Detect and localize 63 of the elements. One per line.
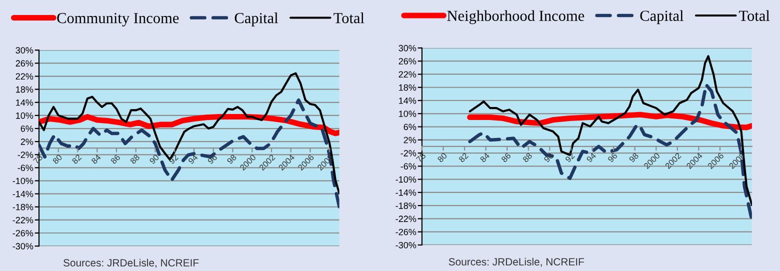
- x-tick-label: 94: [188, 154, 198, 164]
- y-tick-label: -2%: [400, 150, 416, 156]
- y-tick-label: -14%: [396, 189, 416, 196]
- y-tick-label: 10%: [16, 112, 34, 119]
- x-tick-label: 90: [544, 152, 554, 163]
- y-tick-label: 6%: [404, 124, 416, 130]
- y-tick-label: 26%: [398, 58, 416, 64]
- x-tick-label: 92: [168, 154, 179, 164]
- legend-label: Capital: [640, 10, 684, 24]
- x-tick-label: 88: [522, 152, 532, 163]
- y-tick-label: 2%: [20, 138, 34, 145]
- y-tick-label: 22%: [16, 73, 34, 80]
- x-tick-label: 84: [480, 152, 490, 163]
- x-tick-label: 78: [416, 152, 426, 163]
- y-tick-label: -14%: [12, 190, 34, 198]
- x-tick-label: 82: [72, 154, 82, 164]
- legend-label: Total: [739, 10, 770, 21]
- legend-label: Community Income: [57, 12, 179, 26]
- x-tick-label: 86: [500, 152, 512, 163]
- x-tick-label: 84: [90, 154, 102, 164]
- y-tick-label: -26%: [12, 230, 34, 236]
- x-tick-label: 98: [628, 152, 639, 163]
- legend-label: Capital: [234, 12, 278, 26]
- x-tick-label: 94: [586, 152, 596, 163]
- y-tick-label: -6%: [400, 163, 416, 170]
- y-tick-label: 14%: [399, 98, 416, 104]
- y-tick-label: -26%: [396, 228, 416, 236]
- source-note: Sources: JRDeLisle, NCREIF: [64, 258, 199, 268]
- legend-label: Total: [334, 12, 364, 24]
- y-tick-label: -18%: [12, 204, 34, 210]
- y-tick-label: 22%: [398, 71, 416, 78]
- x-tick-label: 88: [130, 154, 140, 164]
- x-tick-label: 90: [149, 154, 160, 164]
- y-tick-label: -22%: [396, 216, 416, 222]
- y-tick-label: -30%: [12, 243, 34, 250]
- source-note: Sources: JRDeLisle, NCREIF: [448, 258, 584, 267]
- y-tick-label: -22%: [12, 216, 34, 224]
- y-tick-label: -6%: [18, 164, 34, 172]
- y-tick-label: 2%: [404, 136, 416, 144]
- y-tick-label: 14%: [16, 99, 34, 106]
- x-tick-label: 92: [564, 152, 576, 163]
- x-tick-label: 96: [607, 152, 618, 163]
- y-tick-label: 26%: [16, 60, 34, 67]
- x-tick-label: 80: [52, 154, 62, 164]
- y-tick-label: 30%: [398, 44, 416, 52]
- x-tick-label: 78: [32, 154, 44, 164]
- y-tick-label: 30%: [16, 47, 34, 54]
- y-tick-label: 18%: [399, 84, 416, 91]
- x-tick-label: 86: [110, 154, 121, 164]
- x-tick-label: 82: [458, 152, 469, 163]
- y-tick-label: -10%: [12, 178, 34, 184]
- y-tick-label: 10%: [399, 110, 416, 117]
- x-tick-label: 80: [437, 152, 448, 163]
- y-tick-label: -2%: [18, 152, 34, 158]
- x-tick-label: 98: [226, 154, 237, 164]
- y-tick-label: 6%: [20, 125, 34, 132]
- x-tick-label: 96: [207, 154, 218, 164]
- legend-label: Neighborhood Income: [447, 10, 584, 24]
- y-tick-label: 18%: [16, 86, 34, 93]
- y-tick-label: -18%: [396, 202, 416, 209]
- line-series: [468, 55, 752, 206]
- y-tick-label: -10%: [396, 176, 416, 183]
- y-tick-label: -30%: [396, 242, 416, 248]
